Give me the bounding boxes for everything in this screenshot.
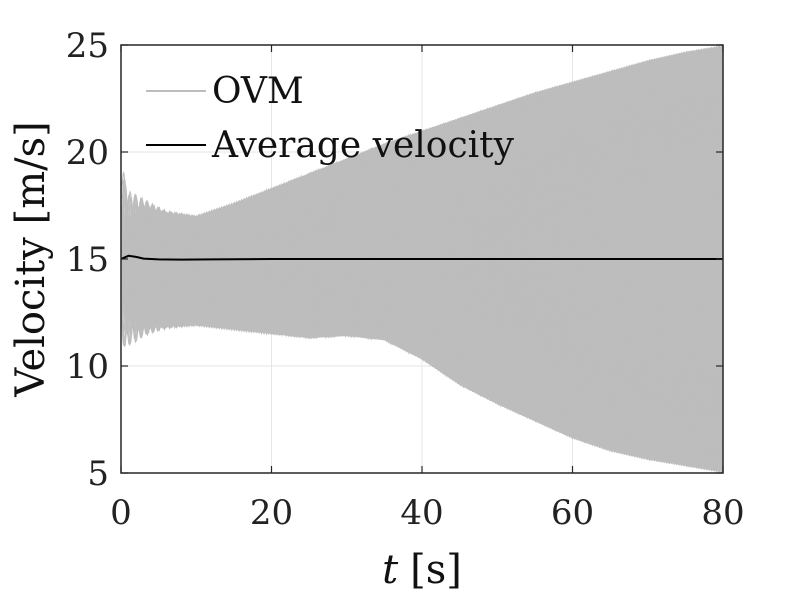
ovm-trace bbox=[120, 47, 724, 473]
x-tick-label: 20 bbox=[250, 493, 293, 533]
ovm-trace bbox=[120, 47, 724, 472]
x-tick-label: 80 bbox=[701, 493, 744, 533]
y-axis-ticks: 5 10 15 20 25 bbox=[66, 26, 723, 494]
y-tick-label: 10 bbox=[66, 347, 109, 387]
y-tick-label: 20 bbox=[66, 133, 109, 173]
x-axis-variable: t bbox=[382, 547, 399, 593]
x-tick-label: 40 bbox=[400, 493, 443, 533]
ovm-trace bbox=[120, 45, 724, 472]
average-velocity-line bbox=[120, 254, 723, 261]
y-axis-label: Velocity [m/s] bbox=[8, 121, 54, 398]
x-axis-unit: [s] bbox=[410, 547, 462, 593]
legend-average-label: Average velocity bbox=[211, 125, 515, 166]
legend-ovm-label: OVM bbox=[212, 71, 304, 112]
ovm-series bbox=[120, 45, 724, 473]
y-tick-label: 15 bbox=[66, 240, 109, 280]
x-axis-label: t [s] bbox=[382, 547, 462, 593]
x-axis-ticks: 0 20 40 60 80 bbox=[110, 45, 745, 533]
ovm-trace bbox=[120, 46, 724, 473]
y-tick-label: 25 bbox=[66, 26, 109, 66]
y-tick-label: 5 bbox=[87, 454, 109, 494]
legend: OVM Average velocity bbox=[146, 71, 515, 166]
ovm-trace bbox=[120, 46, 724, 471]
x-tick-label: 60 bbox=[551, 493, 594, 533]
x-tick-label: 0 bbox=[110, 493, 132, 533]
ovm-trace bbox=[120, 46, 724, 473]
